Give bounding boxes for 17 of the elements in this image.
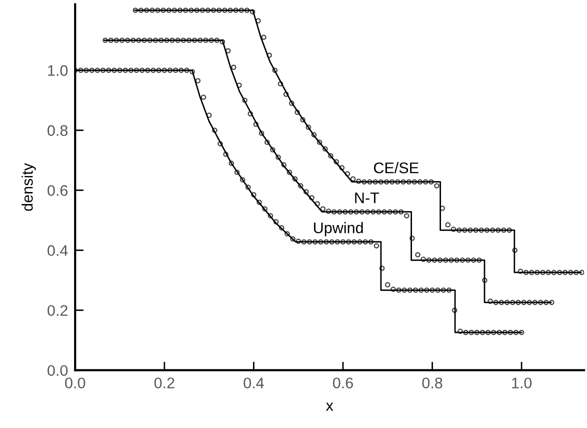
- y-tick-label: 0.4: [48, 245, 68, 256]
- y-tick-label: 0.6: [48, 185, 68, 196]
- x-tick-label: 0.6: [332, 378, 353, 388]
- y-tick-label: 0.8: [48, 125, 68, 136]
- x-tick-label: 0.4: [244, 378, 264, 388]
- x-tick-label: 0.0: [65, 378, 86, 388]
- x-axis-title: x: [326, 402, 334, 411]
- y-tick-label: 0.2: [48, 305, 68, 316]
- x-tick-label: 0.8: [422, 378, 442, 388]
- x-tick-label: 0.2: [154, 378, 174, 388]
- y-axis-title: density: [22, 163, 36, 211]
- y-tick-label: 1.0: [48, 65, 68, 76]
- series-label: Upwind: [314, 222, 363, 236]
- x-tick-label: 1.0: [512, 378, 532, 388]
- y-tick-label: 0.0: [48, 365, 68, 376]
- series-label: CE/SE: [374, 162, 418, 174]
- series-label: N-T: [355, 192, 380, 204]
